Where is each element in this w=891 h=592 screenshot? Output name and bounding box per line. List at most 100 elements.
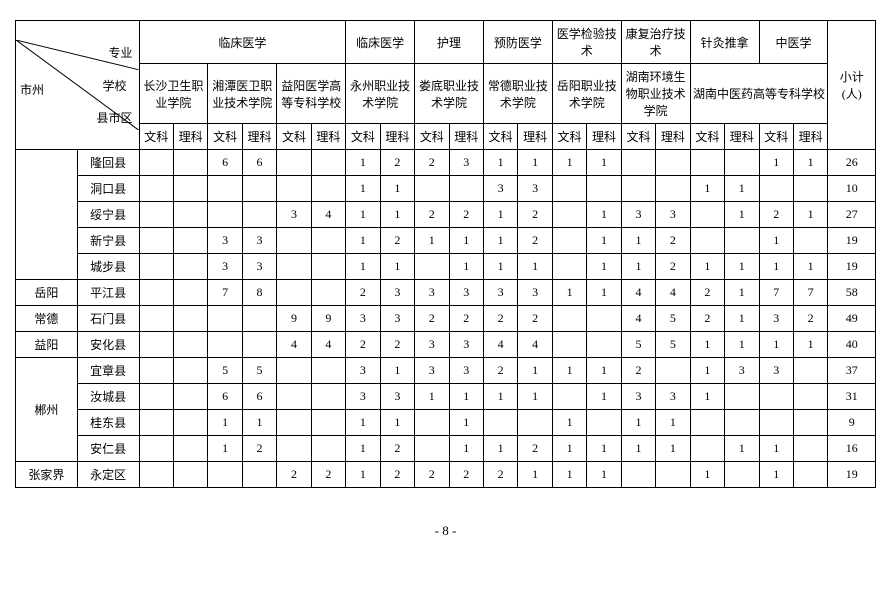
value-cell: 1	[483, 150, 517, 176]
major-group: 中医学	[759, 21, 828, 64]
school-row: 长沙卫生职业学院湘潭医卫职业技术学院益阳医学高等专科学校永州职业技术学院娄底职业…	[16, 64, 876, 124]
subtotal-cell: 9	[828, 410, 876, 436]
value-cell: 3	[656, 202, 690, 228]
value-cell: 1	[690, 254, 724, 280]
value-cell: 1	[759, 332, 793, 358]
value-cell: 1	[587, 358, 621, 384]
subtotal-cell: 37	[828, 358, 876, 384]
value-cell	[139, 332, 173, 358]
value-cell	[793, 358, 827, 384]
value-cell: 1	[346, 228, 380, 254]
value-cell: 3	[242, 228, 276, 254]
county-cell: 石门县	[77, 306, 139, 332]
value-cell	[621, 176, 655, 202]
value-cell	[242, 306, 276, 332]
major-group: 预防医学	[483, 21, 552, 64]
value-cell	[173, 176, 207, 202]
value-cell	[725, 384, 759, 410]
value-cell: 2	[690, 280, 724, 306]
value-cell	[587, 410, 621, 436]
county-cell: 平江县	[77, 280, 139, 306]
value-cell: 1	[552, 150, 586, 176]
value-cell	[656, 150, 690, 176]
value-cell	[587, 332, 621, 358]
value-cell: 3	[277, 202, 311, 228]
subject-wen: 文科	[139, 124, 173, 150]
value-cell: 5	[656, 306, 690, 332]
value-cell: 1	[587, 254, 621, 280]
subject-wen: 文科	[277, 124, 311, 150]
value-cell: 9	[277, 306, 311, 332]
value-cell	[793, 384, 827, 410]
value-cell: 4	[621, 280, 655, 306]
value-cell: 3	[518, 280, 552, 306]
value-cell: 4	[656, 280, 690, 306]
value-cell	[725, 410, 759, 436]
diagonal-header: 专业 市州 学校 县市区	[16, 40, 139, 130]
value-cell	[311, 150, 345, 176]
value-cell: 1	[415, 384, 449, 410]
subtotal-cell: 19	[828, 228, 876, 254]
value-cell	[793, 228, 827, 254]
value-cell	[552, 228, 586, 254]
value-cell	[725, 228, 759, 254]
value-cell: 1	[725, 306, 759, 332]
hdr-major: 专业	[108, 44, 132, 61]
subject-li: 理科	[380, 124, 414, 150]
value-cell	[277, 410, 311, 436]
value-cell	[139, 176, 173, 202]
value-cell	[690, 228, 724, 254]
value-cell	[139, 436, 173, 462]
value-cell	[277, 436, 311, 462]
table-row: 绥宁县3411221213312127	[16, 202, 876, 228]
value-cell	[656, 176, 690, 202]
value-cell: 4	[483, 332, 517, 358]
value-cell	[277, 358, 311, 384]
value-cell: 1	[759, 150, 793, 176]
value-cell: 4	[621, 306, 655, 332]
value-cell: 6	[208, 384, 242, 410]
subject-wen: 文科	[415, 124, 449, 150]
value-cell	[173, 384, 207, 410]
value-cell	[173, 228, 207, 254]
value-cell	[173, 436, 207, 462]
value-cell: 5	[208, 358, 242, 384]
subtotal-cell: 19	[828, 254, 876, 280]
county-cell: 宜章县	[77, 358, 139, 384]
value-cell: 1	[621, 436, 655, 462]
value-cell	[759, 384, 793, 410]
value-cell	[449, 176, 483, 202]
subject-li: 理科	[656, 124, 690, 150]
value-cell	[139, 202, 173, 228]
value-cell	[759, 410, 793, 436]
value-cell: 1	[759, 462, 793, 488]
school-header: 湖南中医药高等专科学校	[690, 64, 828, 124]
subject-li: 理科	[587, 124, 621, 150]
subject-li: 理科	[311, 124, 345, 150]
value-cell	[552, 202, 586, 228]
value-cell	[656, 358, 690, 384]
value-cell	[139, 150, 173, 176]
value-cell: 2	[311, 462, 345, 488]
subtotal-cell: 16	[828, 436, 876, 462]
value-cell: 7	[208, 280, 242, 306]
value-cell: 1	[242, 410, 276, 436]
table-row: 张家界永定区22122221111119	[16, 462, 876, 488]
value-cell: 2	[415, 150, 449, 176]
value-cell: 2	[449, 306, 483, 332]
value-cell: 5	[621, 332, 655, 358]
county-cell: 永定区	[77, 462, 139, 488]
value-cell: 1	[483, 228, 517, 254]
value-cell: 2	[415, 202, 449, 228]
value-cell: 3	[415, 280, 449, 306]
value-cell: 3	[346, 384, 380, 410]
subject-li: 理科	[449, 124, 483, 150]
value-cell: 1	[552, 410, 586, 436]
value-cell	[656, 462, 690, 488]
value-cell: 1	[346, 150, 380, 176]
value-cell: 3	[346, 306, 380, 332]
value-cell	[242, 176, 276, 202]
value-cell	[759, 176, 793, 202]
value-cell: 2	[656, 254, 690, 280]
value-cell: 7	[759, 280, 793, 306]
